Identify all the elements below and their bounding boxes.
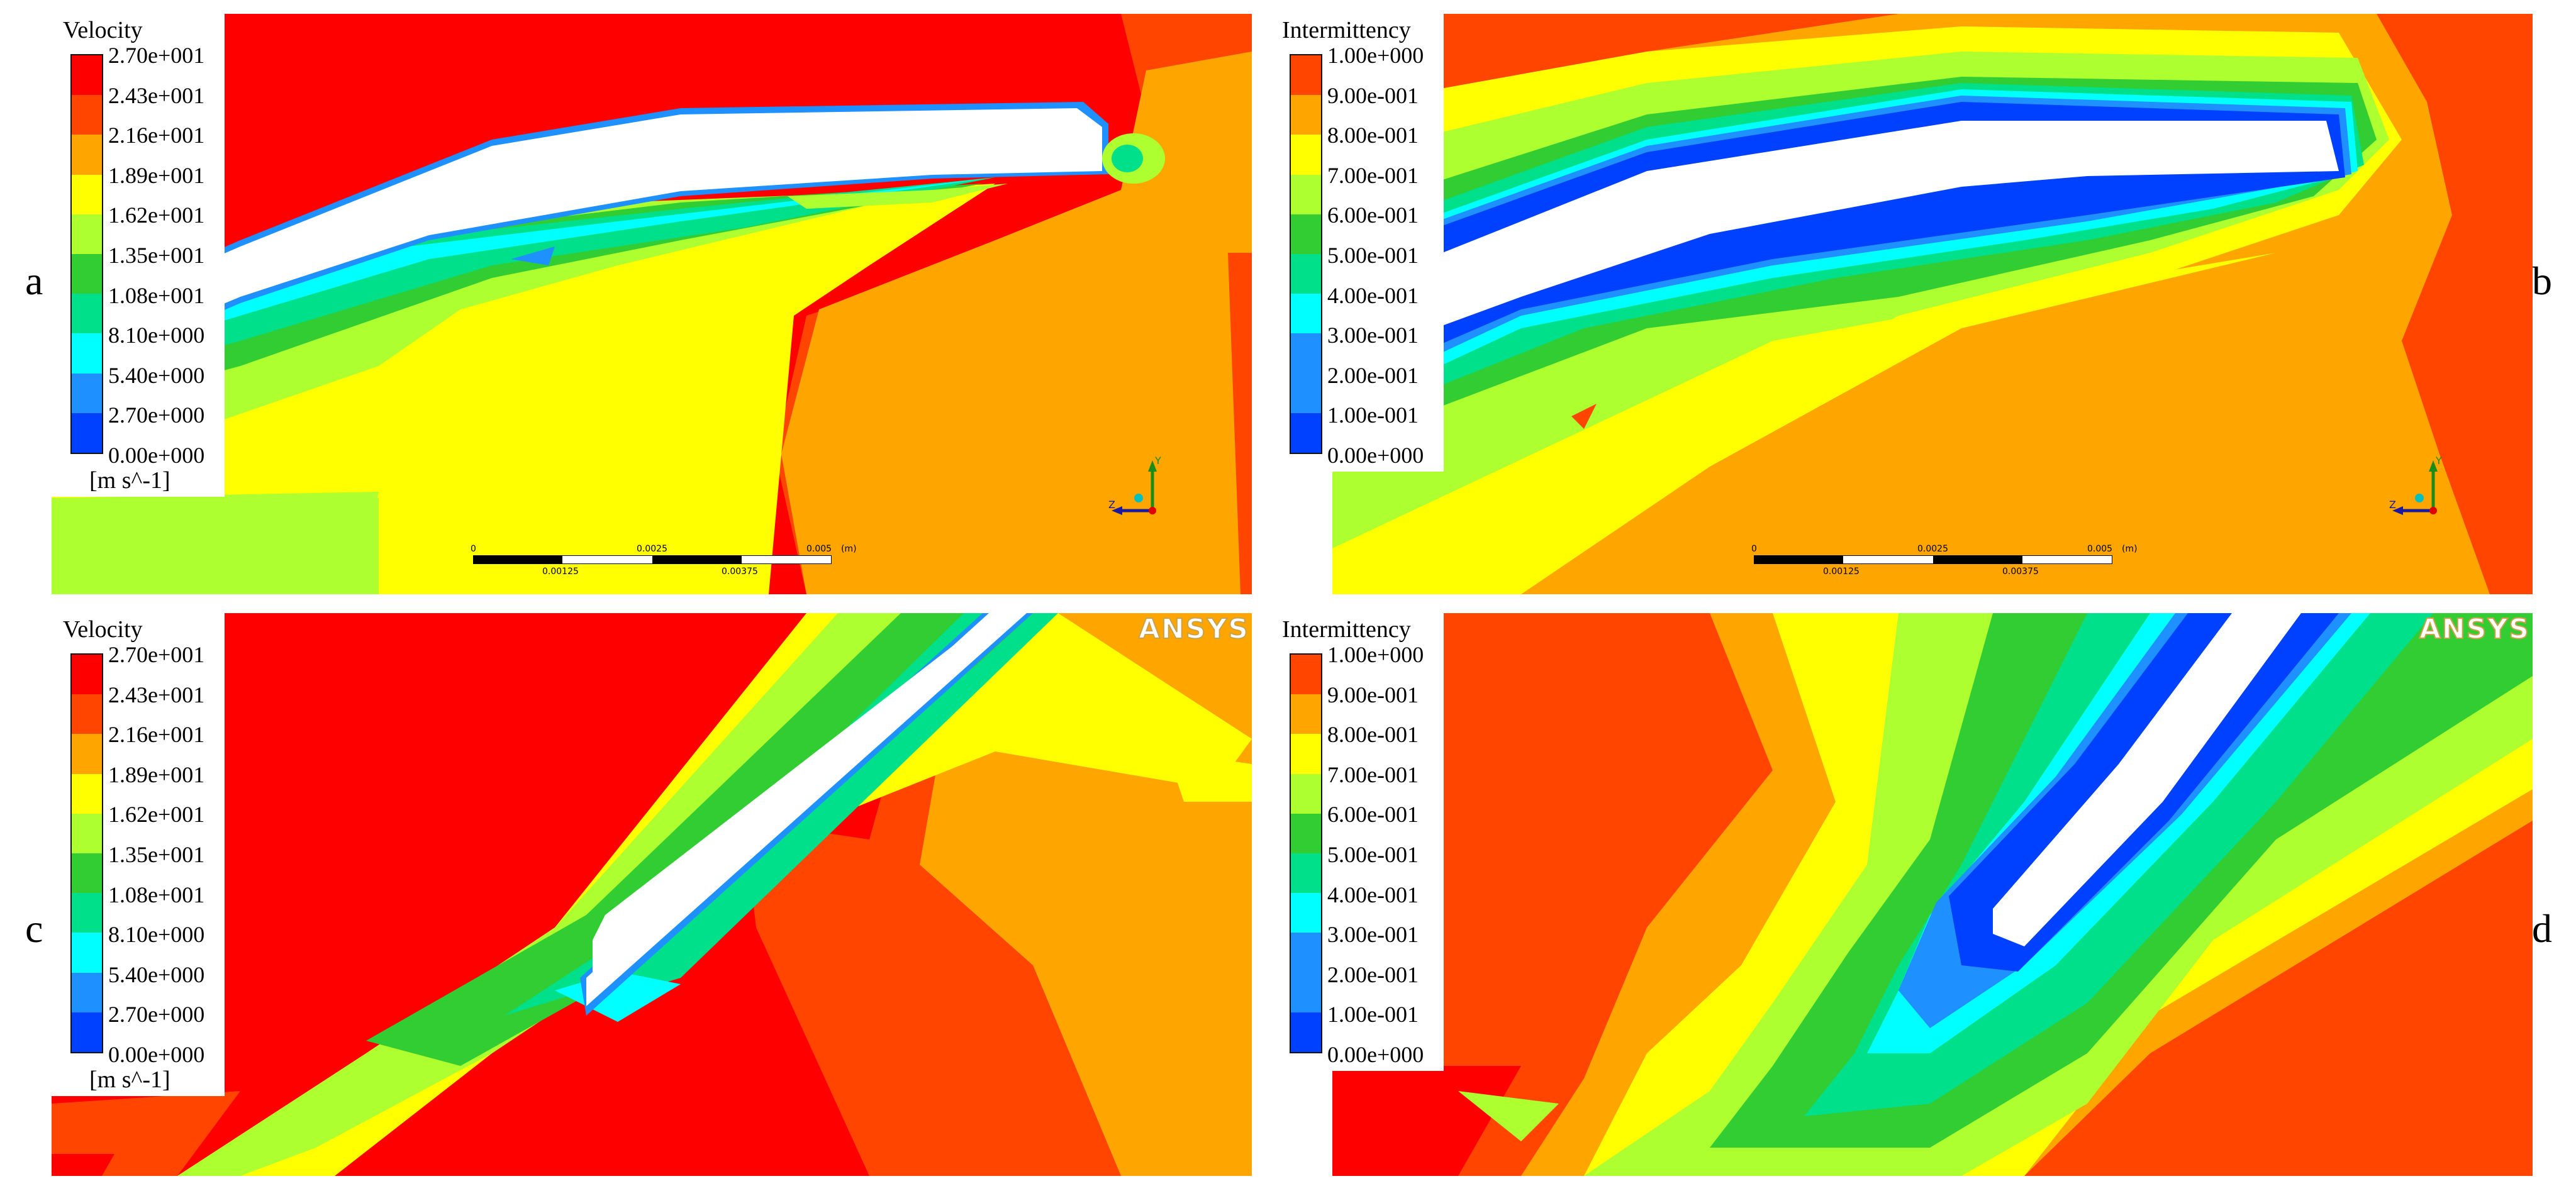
legend-tick-1: 9.00e-001 [1327, 682, 1419, 707]
intermittency-contour-field-b [1332, 14, 2533, 594]
scale-label-q3: 0.00375 [722, 567, 758, 577]
legend-tick-1: 2.43e+001 [108, 682, 205, 707]
legend-colorbar [70, 54, 103, 454]
scale-label-q1: 0.00125 [542, 567, 579, 577]
axis-triad-icon: Y Z [1108, 455, 1161, 515]
axis-z-label: Z [2389, 499, 2396, 511]
legend-tick-9: 1.00e-001 [1327, 402, 1419, 428]
legend-tick-2: 2.16e+001 [108, 722, 205, 747]
legend-colorbar [70, 653, 103, 1053]
legend-tick-4: 6.00e-001 [1327, 802, 1419, 827]
legend-title: Intermittency [1282, 17, 1411, 43]
scale-label-mid: 0.0025 [1917, 544, 1948, 554]
legend-unit: [m s^-1] [89, 467, 170, 494]
scale-unit: (m) [841, 544, 857, 554]
legend-tick-8: 2.00e-001 [1327, 363, 1419, 388]
axis-triad-icon: Y Z [2389, 455, 2442, 515]
legend-tick-7: 8.10e+000 [108, 922, 205, 947]
legend-tick-7: 8.10e+000 [108, 323, 205, 348]
legend-title: Velocity [63, 17, 143, 43]
color-legend-c: Velocity 2.70e+001 2.43e+001 2.16e+001 1… [52, 613, 225, 1096]
ansys-logo: ANSYS [1138, 613, 1249, 646]
scale-label-0: 0 [471, 544, 476, 554]
legend-tick-1: 9.00e-001 [1327, 83, 1419, 108]
legend-tick-9: 2.70e+000 [108, 1002, 205, 1027]
legend-tick-5: 5.00e-001 [1327, 842, 1419, 867]
legend-tick-6: 4.00e-001 [1327, 882, 1419, 907]
legend-tick-2: 8.00e-001 [1327, 722, 1419, 747]
legend-tick-6: 1.08e+001 [108, 882, 205, 907]
panel-label-d: d [2532, 906, 2552, 951]
legend-tick-10: 0.00e+000 [108, 443, 205, 468]
legend-tick-5: 5.00e-001 [1327, 243, 1419, 268]
contour-panel-c: ANSYS [52, 613, 1252, 1176]
legend-tick-8: 5.40e+000 [108, 363, 205, 388]
legend-tick-9: 1.00e-001 [1327, 1002, 1419, 1027]
legend-tick-2: 2.16e+001 [108, 123, 205, 148]
legend-tick-4: 1.62e+001 [108, 802, 205, 827]
legend-tick-6: 1.08e+001 [108, 283, 205, 308]
scale-label-mid: 0.0025 [637, 544, 667, 554]
panel-label-c: c [25, 906, 43, 951]
legend-tick-0: 2.70e+001 [108, 642, 205, 667]
legend-tick-10: 0.00e+000 [1327, 1042, 1424, 1067]
legend-tick-8: 2.00e-001 [1327, 962, 1419, 987]
color-legend-b: Intermittency 1.00e+000 9.00e-001 8.00e-… [1271, 14, 1444, 472]
panel-label-a: a [25, 258, 43, 303]
legend-tick-4: 6.00e-001 [1327, 202, 1419, 228]
legend-title: Intermittency [1282, 616, 1411, 643]
legend-tick-0: 2.70e+001 [108, 43, 205, 68]
legend-colorbar [1290, 653, 1322, 1053]
legend-tick-1: 2.43e+001 [108, 83, 205, 108]
legend-tick-3: 7.00e-001 [1327, 762, 1419, 787]
legend-colorbar [1290, 54, 1322, 454]
intermittency-contour-field-d [1332, 613, 2533, 1176]
scale-label-0: 0 [1751, 544, 1757, 554]
legend-tick-7: 3.00e-001 [1327, 323, 1419, 348]
legend-tick-5: 1.35e+001 [108, 243, 205, 268]
panel-label-b: b [2532, 258, 2552, 303]
scale-label-q1: 0.00125 [1823, 567, 1860, 577]
legend-tick-4: 1.62e+001 [108, 202, 205, 228]
legend-title: Velocity [63, 616, 143, 643]
legend-tick-10: 0.00e+000 [108, 1042, 205, 1067]
legend-tick-9: 2.70e+000 [108, 402, 205, 428]
axis-y-label: Y [2435, 455, 2442, 467]
legend-tick-10: 0.00e+000 [1327, 443, 1424, 468]
legend-tick-3: 7.00e-001 [1327, 163, 1419, 188]
legend-tick-8: 5.40e+000 [108, 962, 205, 987]
contour-panel-a: 0 0.0025 0.005 (m) 0.00125 0.00375 Y Z [52, 14, 1252, 594]
legend-tick-3: 1.89e+001 [108, 163, 205, 188]
legend-tick-3: 1.89e+001 [108, 762, 205, 787]
scale-unit: (m) [2122, 544, 2138, 554]
scale-bar-b: 0 0.0025 0.005 (m) 0.00125 0.00375 [1751, 544, 2138, 582]
color-legend-a: Velocity 2.70e+001 2.43e+001 2.16e+001 1… [52, 14, 225, 497]
scale-bar-a: 0 0.0025 0.005 (m) 0.00125 0.00375 [471, 544, 857, 582]
legend-tick-0: 1.00e+000 [1327, 43, 1424, 68]
scale-label-q3: 0.00375 [2002, 567, 2039, 577]
axis-z-label: Z [1108, 499, 1115, 511]
contour-panel-b: 0 0.0025 0.005 (m) 0.00125 0.00375 Y Z [1332, 14, 2533, 594]
velocity-contour-field-a [52, 14, 1252, 594]
legend-unit: [m s^-1] [89, 1067, 170, 1093]
scale-label-max: 0.005 [2087, 544, 2113, 554]
ansys-logo: ANSYS [2419, 613, 2530, 646]
velocity-contour-field-c [52, 613, 1252, 1176]
legend-tick-5: 1.35e+001 [108, 842, 205, 867]
axis-y-label: Y [1154, 455, 1161, 467]
scale-label-max: 0.005 [806, 544, 832, 554]
legend-tick-7: 3.00e-001 [1327, 922, 1419, 947]
legend-tick-2: 8.00e-001 [1327, 123, 1419, 148]
color-legend-d: Intermittency 1.00e+000 9.00e-001 8.00e-… [1271, 613, 1444, 1071]
legend-tick-0: 1.00e+000 [1327, 642, 1424, 667]
legend-tick-6: 4.00e-001 [1327, 283, 1419, 308]
contour-panel-d: ANSYS [1332, 613, 2533, 1176]
